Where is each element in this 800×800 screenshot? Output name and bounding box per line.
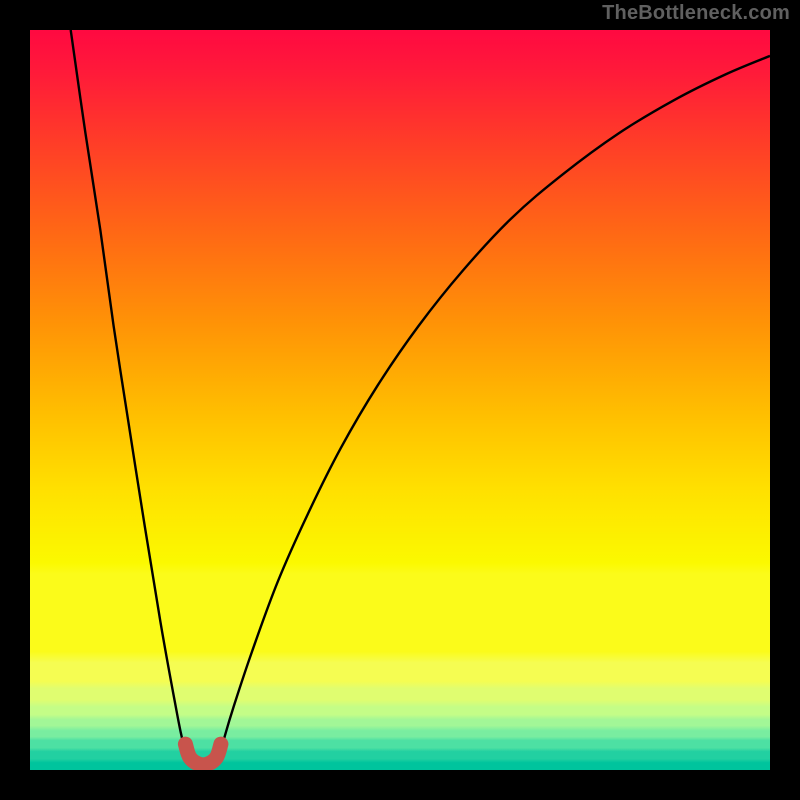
watermark-text: TheBottleneck.com [602, 2, 790, 25]
gradient-background [30, 30, 770, 770]
bottleneck-chart [0, 0, 800, 800]
chart-stage: TheBottleneck.com [0, 0, 800, 800]
